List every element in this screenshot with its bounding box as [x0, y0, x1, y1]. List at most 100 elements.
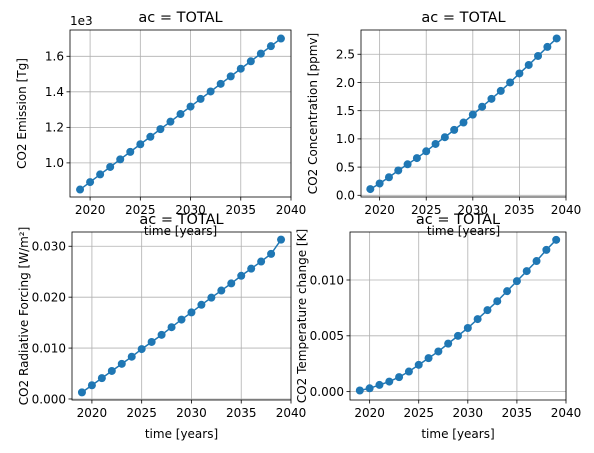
data-point [483, 306, 492, 315]
data-point [473, 315, 482, 324]
data-point [257, 257, 266, 266]
data-point [126, 147, 135, 156]
data-point [156, 125, 165, 134]
data-point [86, 178, 95, 187]
data-point [277, 235, 286, 244]
y-tick-label: 1.6 [45, 50, 64, 64]
data-point [116, 155, 125, 164]
data-point [176, 110, 185, 119]
y-tick-label: 1.5 [336, 104, 355, 118]
y-tick-label: 0.010 [32, 341, 66, 355]
data-point [237, 271, 246, 280]
data-point [167, 323, 176, 332]
x-tick-label: 2035 [226, 406, 257, 420]
series-line [359, 239, 557, 392]
data-point [444, 339, 453, 348]
data-point [365, 384, 374, 393]
y-axis-label: CO2 Radiative Forcing [W/m²] [17, 227, 31, 406]
y-tick-label: 1.0 [336, 132, 355, 146]
data-point [186, 102, 195, 111]
data-point [97, 374, 106, 383]
x-tick-label: 2035 [225, 203, 256, 217]
data-point [166, 117, 175, 126]
data-point [107, 366, 116, 375]
data-point [146, 132, 155, 141]
data-point [414, 360, 423, 369]
data-point [450, 125, 459, 134]
y-tick-label: 1.4 [45, 85, 64, 99]
x-tick-label: 2030 [453, 406, 484, 420]
data-point [207, 293, 216, 302]
data-point [542, 245, 551, 254]
subplot-title: ac = TOTAL [416, 212, 500, 228]
data-point [106, 162, 115, 171]
x-tick-label: 2040 [551, 406, 582, 420]
data-point [385, 377, 394, 386]
data-point [77, 388, 86, 397]
subplot-4: 2020 2025 2030 2035 2040 0.000 0.005 0.010 ac = … [295, 212, 581, 441]
data-point [384, 173, 393, 182]
data-point [256, 49, 265, 58]
data-point [375, 179, 384, 188]
x-tick-label: 2025 [126, 406, 157, 420]
data-point [503, 287, 512, 296]
data-point [267, 249, 276, 258]
x-tick-label: 2025 [403, 406, 434, 420]
data-point [404, 367, 413, 376]
data-point [487, 94, 496, 103]
data-point [522, 267, 531, 276]
data-point [216, 79, 225, 88]
x-tick-label: 2035 [502, 406, 533, 420]
data-point [552, 34, 561, 43]
data-point [493, 297, 502, 306]
axis-offset-label: 1e3 [70, 14, 93, 28]
y-tick-label: 0.020 [32, 290, 66, 304]
subplot-title: ac = TOTAL [138, 10, 222, 26]
data-point [366, 185, 375, 194]
x-tick-label: 2025 [411, 203, 442, 217]
subplot-2: 2020 2025 2030 2035 2040 0.0 0.5 1.0 1.5 2.0 2.5 ac… [306, 10, 581, 238]
x-tick-label: 2025 [125, 203, 156, 217]
data-point [137, 345, 146, 354]
subplot-title: ac = TOTAL [421, 10, 505, 26]
data-point [412, 154, 421, 163]
data-point [246, 57, 255, 66]
data-point [196, 94, 205, 103]
subplot-title: ac = TOTAL [139, 212, 223, 228]
data-point [187, 308, 196, 317]
data-point [506, 78, 515, 87]
data-point [434, 347, 443, 356]
data-point [217, 286, 226, 295]
data-point [468, 110, 477, 119]
x-tick-label: 2030 [175, 203, 206, 217]
data-point [440, 133, 449, 142]
x-axis-label: time [years] [145, 427, 218, 441]
data-point [147, 337, 156, 346]
data-point [534, 51, 543, 60]
data-point [512, 277, 521, 286]
data-point [266, 42, 275, 51]
data-point [515, 69, 524, 78]
y-axis-label: CO2 Concentration [ppmv] [306, 33, 320, 194]
data-point [206, 87, 215, 96]
x-tick-label: 2035 [504, 203, 535, 217]
axes-frame [360, 29, 567, 198]
y-tick-label: 1.0 [45, 156, 64, 170]
data-point [226, 72, 235, 81]
x-tick-label: 2040 [276, 203, 307, 217]
data-point [236, 64, 245, 73]
x-axis-label: time [years] [144, 224, 217, 238]
subplot-1: 2020 2025 2030 2035 2040 1.0 1.2 1.4 1.6 ac = TOT… [15, 10, 306, 238]
x-tick-label: 2040 [276, 406, 307, 420]
data-point [431, 139, 440, 148]
data-point [394, 166, 403, 175]
data-point [422, 147, 431, 156]
data-point [395, 373, 404, 382]
data-point [247, 264, 256, 273]
data-point [543, 42, 552, 51]
y-tick-label: 0.010 [310, 273, 344, 287]
data-point [375, 380, 384, 389]
data-point [127, 352, 136, 361]
x-tick-label: 2020 [354, 406, 385, 420]
